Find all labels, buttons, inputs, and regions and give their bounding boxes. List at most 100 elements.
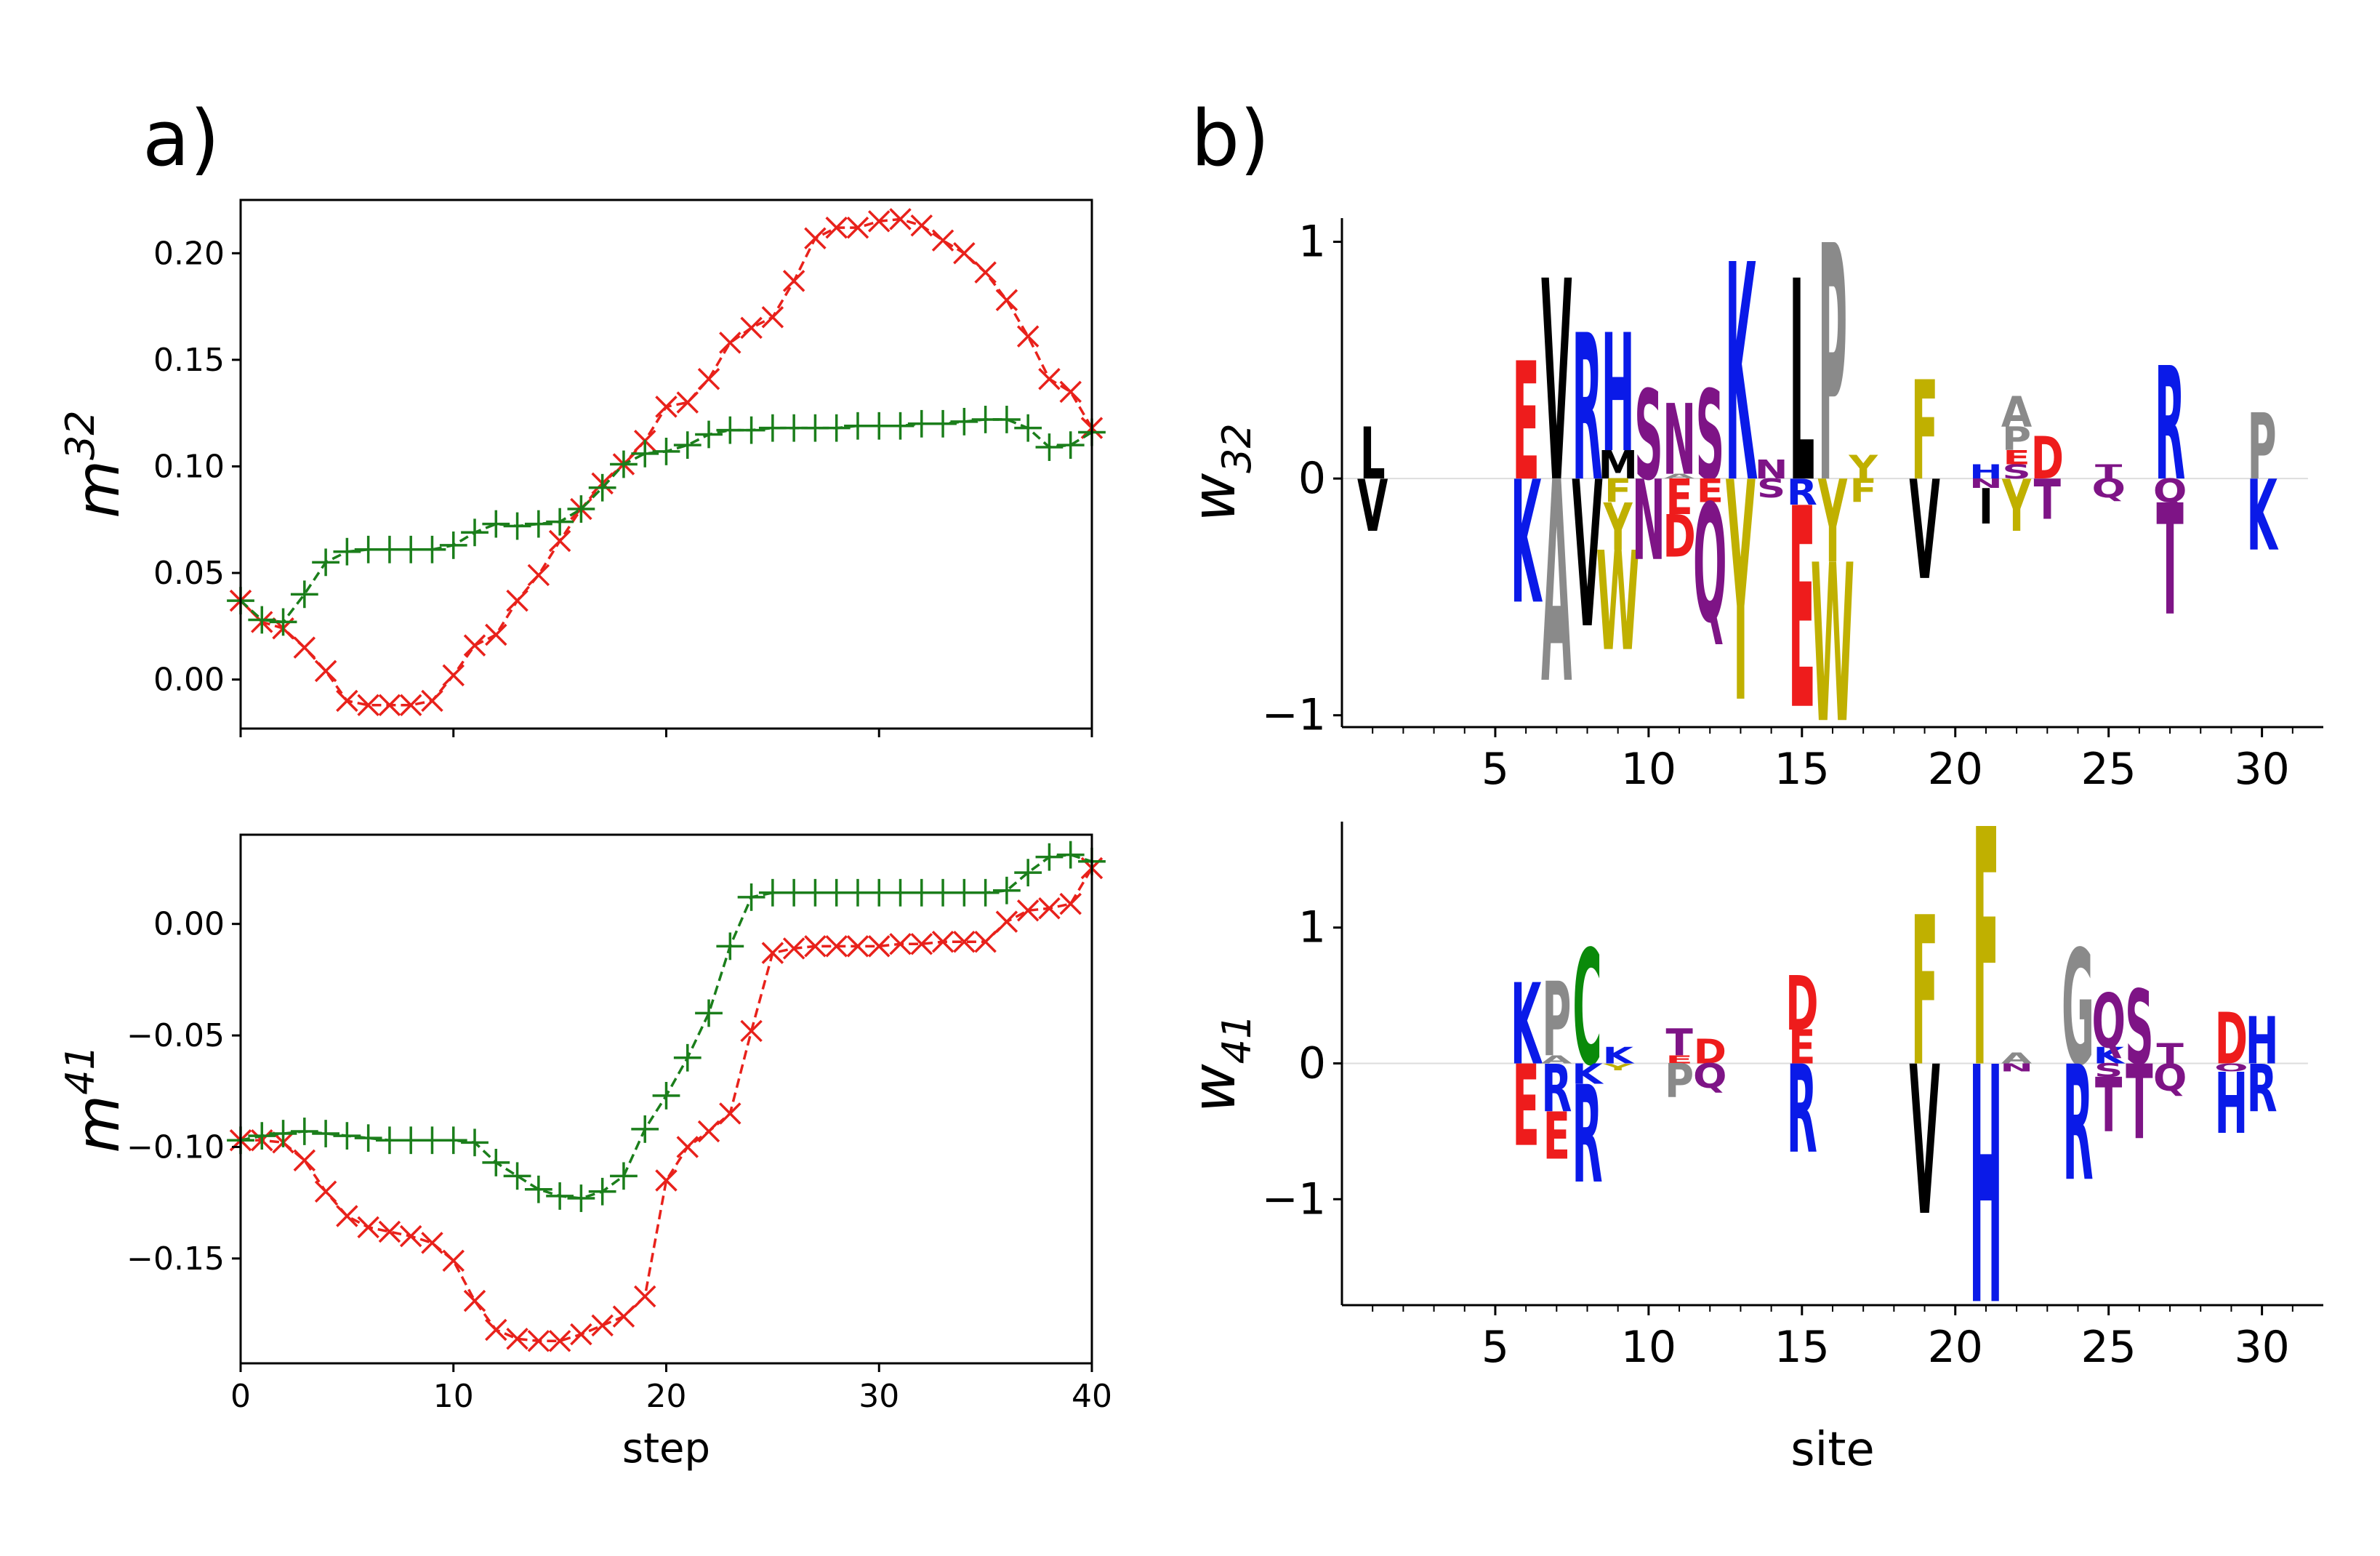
m41-red-point-13 [506, 1328, 528, 1350]
m32-green-point-34 [950, 407, 978, 436]
m32-green-point-28 [822, 414, 851, 442]
w41-xtick-label: 30 [2234, 1322, 2289, 1373]
w41-letter-G-site-24: G [2062, 918, 2094, 1101]
w41-letter-P-site-11: P [1665, 1055, 1694, 1109]
w41-letter-R-site-7: R [1541, 1051, 1572, 1127]
m41-xtick-label: 20 [646, 1378, 687, 1415]
w32-letter-Q-site-12: Q [1693, 470, 1727, 659]
w32-letter-S-site-22: S [2002, 461, 2030, 484]
m32-red-point-14 [527, 564, 550, 587]
m41-red-point-33 [931, 931, 954, 953]
w41-letter-K-site-9: K [1603, 1043, 1635, 1069]
m32-green-point-17 [588, 473, 616, 502]
m32-red-point-34 [953, 242, 976, 265]
w32-letter-M-site-9: M [1598, 443, 1637, 488]
w41-ytick-label: 1 [1298, 902, 1326, 953]
chart-m32: 0.00 0.05 0.10 0.15 0.20 m32 [57, 198, 1106, 737]
m32-red-point-23 [719, 332, 741, 354]
w32-letter-F-site-17: F [1850, 473, 1877, 510]
m32-ytick-label: 0.00 [153, 662, 225, 699]
w32-letter-S-site-10: S [1634, 364, 1663, 508]
w32-letter-D-site-11: D [1663, 503, 1695, 571]
w32-letter-K-site-30: K [2246, 460, 2278, 574]
m32-red-point-36 [995, 289, 1018, 312]
m32-red-point-5 [336, 689, 358, 713]
m41-red-point-20 [655, 1169, 678, 1192]
m32-red-point-35 [974, 261, 997, 284]
w41-letter-S-site-26: S [2125, 969, 2153, 1088]
w32-letter-Y-site-9: Y [1603, 490, 1633, 566]
m41-red-point-29 [846, 935, 869, 958]
m32-green-point-13 [503, 512, 531, 540]
m32-green-point-10 [439, 531, 467, 559]
m32-green-point-36 [993, 406, 1021, 433]
m32-red-point-21 [676, 391, 699, 414]
m41-green-point-22 [695, 999, 723, 1027]
w41-letter-R-site-8: R [1572, 1059, 1602, 1214]
m41-ylabel: m41 [57, 1045, 133, 1153]
m32-green-point-20 [652, 438, 680, 465]
w41-xtick-label: 15 [1774, 1322, 1830, 1373]
m32-green-point-38 [1035, 433, 1064, 461]
w41-letter-K-site-25: K [2094, 1043, 2126, 1069]
w41-letter-E-site-15: E [1788, 1021, 1815, 1075]
m41-series-red-line [241, 867, 1093, 1343]
w32-letter-F-site-9: F [1604, 473, 1631, 510]
m32-ytick-label: 0.05 [153, 555, 225, 592]
m32-ylabel: m32 [57, 410, 133, 518]
m32-green-point-14 [524, 510, 552, 538]
w32-letter-T-site-25: T [2095, 461, 2123, 484]
m32-green-point-5 [333, 537, 361, 566]
m41-red-point-35 [974, 931, 997, 953]
w32-letter-A-site-11: A [1664, 473, 1695, 480]
m32-green-point-11 [461, 518, 489, 547]
m41-green-point-36 [993, 876, 1021, 905]
w41-xtick-label: 10 [1621, 1322, 1676, 1373]
m41-red-point-17 [591, 1314, 614, 1337]
w32-letter-Q-site-25: Q [2091, 473, 2126, 504]
m41-green-point-10 [439, 1126, 467, 1155]
m41-green-point-18 [610, 1162, 638, 1190]
m41-green-point-16 [567, 1184, 595, 1212]
m32-red-point-33 [931, 229, 954, 252]
m41-green-point-39 [1056, 841, 1085, 869]
w41-ytick-label: 0 [1298, 1038, 1326, 1089]
w41-letter-A-site-22: A [2001, 1050, 2032, 1067]
w41-letter-R-site-24: R [2062, 1033, 2093, 1216]
w32-xtick-label: 15 [1774, 744, 1830, 795]
w32-ytick-label: 1 [1298, 217, 1326, 268]
m32-green-point-37 [1014, 414, 1042, 442]
m32-red-point-10 [442, 664, 465, 686]
w41-letter-P-site-7: P [1542, 961, 1571, 1080]
m41-green-point-11 [461, 1128, 489, 1157]
w32-letter-R-site-27: R [2155, 334, 2185, 515]
m32-red-point-25 [761, 305, 784, 329]
w32-letter-E-site-12: E [1697, 473, 1724, 510]
w32-letter-W-site-9: W [1596, 523, 1640, 682]
m32-red-point-7 [378, 694, 401, 716]
m41-red-point-27 [804, 935, 827, 958]
m41-red-point-32 [910, 933, 933, 955]
w32-xtick-label: 5 [1482, 744, 1509, 795]
w41-letter-D-site-29: D [2215, 998, 2248, 1080]
w41-letter-S-site-25: S [2094, 1060, 2123, 1082]
w32-letter-H-site-9: H [1601, 300, 1635, 489]
m32-ytick-label: 0.15 [153, 342, 225, 379]
w32-letter-K-site-13: K [1725, 202, 1757, 550]
m41-red-point-12 [485, 1318, 507, 1342]
w41-letter-O-site-29: O [2214, 1062, 2248, 1075]
m32-red-point-15 [548, 529, 571, 553]
w32-letter-T-site-27: T [2156, 473, 2183, 651]
m32-green-point-24 [737, 416, 765, 444]
m32-red-point-24 [740, 316, 763, 340]
m41-green-point-21 [673, 1043, 701, 1072]
w32-letter-P-site-16: P [1818, 177, 1847, 555]
m41-red-point-21 [676, 1136, 699, 1158]
w32-letter-S-site-12: S [1696, 364, 1724, 508]
m41-xlabel: step [622, 1425, 710, 1472]
w41-xtick-label: 5 [1482, 1322, 1509, 1373]
m32-green-point-19 [631, 439, 659, 468]
w41-letter-A-site-7: A [1541, 1054, 1572, 1067]
w41-letter-H-site-21: H [1969, 1000, 2003, 1379]
